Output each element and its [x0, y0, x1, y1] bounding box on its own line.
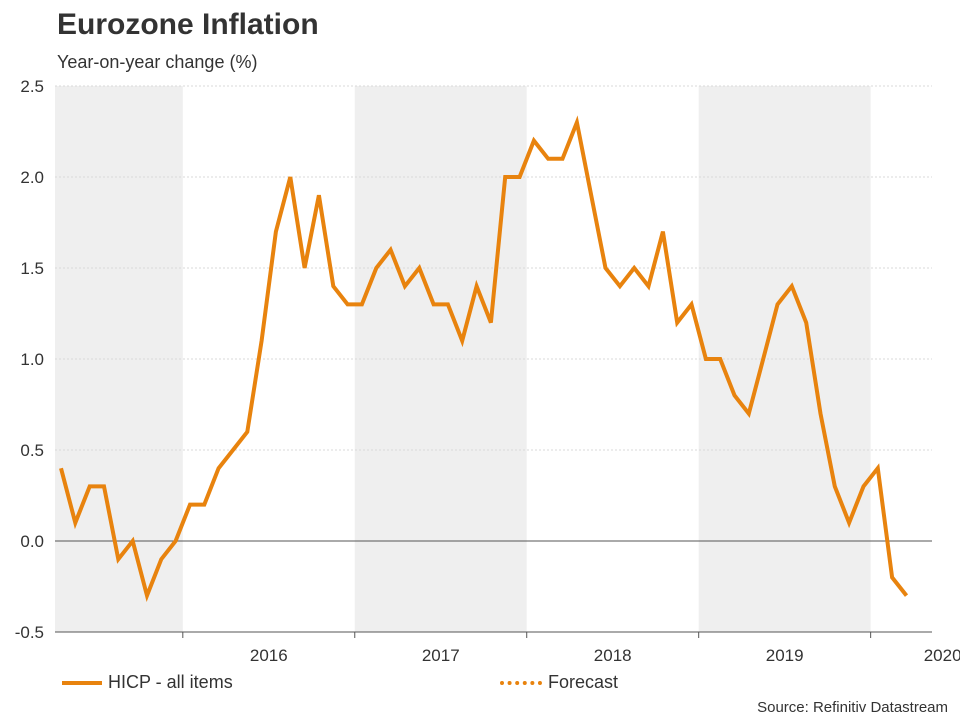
legend-label-forecast: Forecast	[548, 672, 619, 692]
gridlines	[55, 85, 932, 542]
y-axis-ticks: 2.5 2.0 1.5 1.0 0.5 0.0 -0.5	[15, 77, 44, 642]
series-lines	[59, 115, 909, 603]
x-tick-label: 2018	[594, 646, 632, 665]
y-tick-label: 1.5	[20, 259, 44, 278]
y-tick-label: 2.5	[20, 77, 44, 96]
series-line-0	[59, 115, 909, 603]
x-tick-label: 2016	[250, 646, 288, 665]
y-tick-label: 0.5	[20, 441, 44, 460]
source-note: Source: Refinitiv Datastream	[757, 699, 948, 716]
legend-dotted-swatch	[500, 680, 542, 685]
legend-solid-swatch	[62, 680, 102, 685]
chart-subtitle: Year-on-year change (%)	[57, 52, 258, 72]
x-tick-label: 2019	[766, 646, 804, 665]
y-tick-label: 2.0	[20, 168, 44, 187]
x-tick-label: 2020	[924, 646, 960, 665]
x-axis: 2016 2017 2018 2019 2020	[55, 631, 960, 665]
legend-item-forecast: Forecast	[500, 672, 618, 693]
legend-label-hicp: HICP - all items	[108, 672, 233, 692]
y-tick-label: -0.5	[15, 623, 44, 642]
y-tick-label: 0.0	[20, 532, 44, 551]
chart-title: Eurozone Inflation	[57, 8, 319, 41]
y-tick-label: 1.0	[20, 350, 44, 369]
legend-item-hicp: HICP - all items	[62, 672, 233, 693]
x-tick-label: 2017	[422, 646, 460, 665]
